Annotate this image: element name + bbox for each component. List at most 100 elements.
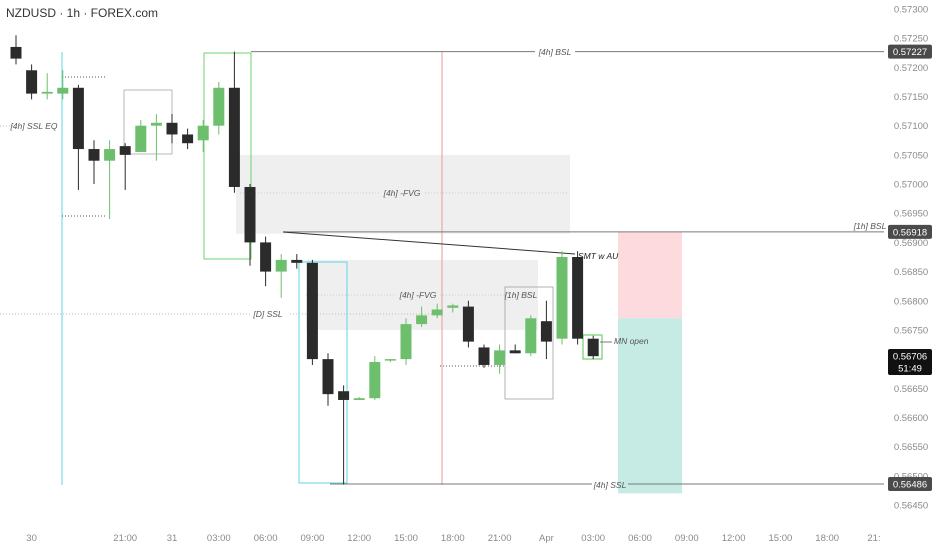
candle-body	[556, 257, 568, 339]
candle-body	[10, 46, 22, 59]
time-tick-label: 18:00	[441, 533, 465, 544]
candle-body	[41, 91, 53, 94]
price-tick-label: 0.56650	[894, 384, 928, 395]
candle-countdown: 51:49	[898, 364, 922, 375]
price-tick-label: 0.56800	[894, 296, 928, 307]
candle-body	[416, 315, 428, 325]
time-tick-label: 03:00	[581, 533, 605, 544]
candle-body	[197, 125, 209, 141]
candle-body	[587, 338, 599, 357]
candle-body	[57, 87, 69, 94]
candle-body	[244, 186, 256, 243]
candle-body	[369, 362, 381, 399]
green-range-box	[203, 52, 252, 260]
fvg-upper-label: [4h] -FVG	[383, 188, 421, 198]
price-tick-label: 0.57100	[894, 121, 928, 132]
price-tick-label: 0.56600	[894, 413, 928, 424]
candle-body	[119, 146, 131, 155]
time-tick-label: 03:00	[207, 533, 231, 544]
bsl-1h-price-badge-bg	[888, 224, 932, 239]
time-tick-label: 09:00	[301, 533, 325, 544]
time-tick-label: Apr	[539, 533, 554, 544]
bsl-4h-price-badge: 0.57227	[893, 47, 927, 58]
candle-body	[182, 134, 194, 144]
bsl-4h-label: [4h] BSL	[538, 47, 572, 57]
time-tick-label: 06:00	[628, 533, 652, 544]
price-tick-label: 0.57200	[894, 63, 928, 74]
fvg-lower-label: [4h] -FVG	[399, 290, 437, 300]
candle-body	[478, 347, 490, 365]
time-tick-label: 30	[26, 533, 37, 544]
ssl-4h-price-badge-bg	[888, 476, 932, 491]
candle-body	[306, 262, 318, 360]
time-tick-label: 06:00	[254, 533, 278, 544]
price-tick-label: 0.56500	[894, 471, 928, 482]
take-profit-zone	[618, 318, 682, 494]
cyan-range-box	[298, 261, 348, 484]
price-tick-label: 0.57150	[894, 92, 928, 103]
green-small-box	[582, 334, 603, 360]
bsl-4h-price-badge-bg	[888, 44, 932, 59]
price-tick-label: 0.57050	[894, 150, 928, 161]
candle-body	[338, 391, 350, 400]
candle-body	[509, 350, 521, 354]
candle-body	[166, 122, 178, 135]
current-price-badge-bg	[888, 349, 932, 375]
price-tick-label: 0.56450	[894, 501, 928, 512]
time-tick-label: 21:00	[488, 533, 512, 544]
ssl-4h-price-badge: 0.56486	[893, 479, 927, 490]
stop-loss-zone	[618, 231, 682, 319]
price-tick-label: 0.56550	[894, 442, 928, 453]
candle-body	[353, 398, 365, 400]
price-tick-label: 0.57250	[894, 34, 928, 45]
smt-line	[282, 231, 576, 255]
price-tick-label: 0.56850	[894, 267, 928, 278]
time-tick-label: 15:00	[769, 533, 793, 544]
time-tick-label: 31	[167, 533, 178, 544]
d-ssl-label: [D] SSL	[252, 309, 283, 319]
candle-body	[228, 87, 240, 187]
candle-body	[572, 257, 584, 339]
price-tick-label: 0.57000	[894, 180, 928, 191]
current-price-value: 0.56706	[893, 352, 927, 363]
candle-body	[400, 324, 412, 360]
candle-body	[135, 125, 147, 152]
candle-body	[260, 242, 272, 272]
ssl-4h-label: [4h] SSL	[593, 480, 627, 490]
time-tick-label: 18:00	[815, 533, 839, 544]
fvg-zone-upper	[236, 154, 570, 234]
bsl-1h-price-badge: 0.56918	[893, 227, 927, 238]
price-tick-label: 0.56750	[894, 325, 928, 336]
time-tick-label: 15:00	[394, 533, 418, 544]
bsl-1h-box-label: [1h] BSL	[504, 290, 538, 300]
price-tick-label: 0.56900	[894, 238, 928, 249]
time-tick-label: 21:	[867, 533, 880, 544]
price-tick-label: 0.57300	[894, 5, 928, 16]
bsl-1h-label: [1h] BSL	[853, 221, 887, 231]
candle-body	[104, 149, 116, 161]
candle-body	[447, 305, 459, 308]
time-tick-label: 12:00	[722, 533, 746, 544]
ssl-eq-label: [4h] SSL EQ	[9, 121, 57, 131]
candle-body	[494, 350, 506, 365]
candle-body	[150, 122, 162, 126]
time-tick-label: 12:00	[347, 533, 371, 544]
chart-title: NZDUSD · 1h · FOREX.com	[6, 6, 158, 20]
time-tick-label: 09:00	[675, 533, 699, 544]
candle-body	[540, 321, 552, 342]
candle-body	[322, 359, 334, 395]
candle-body	[26, 70, 38, 94]
time-tick-label: 21:00	[113, 533, 137, 544]
grey-range-box	[504, 286, 554, 400]
candle-body	[462, 306, 474, 342]
price-tick-label: 0.56950	[894, 209, 928, 220]
candle-body	[275, 259, 287, 272]
candle-body	[88, 149, 100, 161]
mn-open-label: MN open	[614, 336, 649, 346]
candle-body	[213, 87, 225, 126]
candle-body	[431, 309, 443, 316]
smt-label: SMT w AU	[578, 251, 619, 261]
candle-body	[291, 259, 303, 263]
